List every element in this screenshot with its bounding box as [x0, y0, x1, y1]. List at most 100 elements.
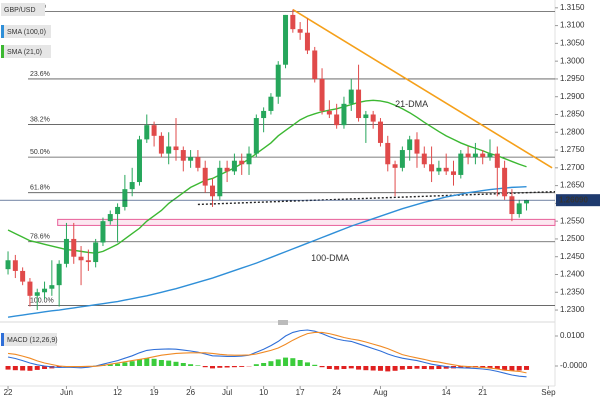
histogram-bar	[188, 364, 194, 366]
support-zone	[57, 218, 556, 226]
candle-body	[421, 153, 427, 165]
candle-body	[115, 206, 121, 215]
candle-body	[129, 182, 135, 190]
legend-label: SMA (21,0)	[7, 49, 42, 56]
candle-body	[399, 150, 405, 168]
y-tick-label: 1.2400	[560, 270, 585, 279]
fib-label: 38.2%	[30, 116, 50, 123]
histogram-bar	[195, 365, 201, 366]
panel-handle	[278, 320, 288, 325]
candle-body	[414, 139, 420, 154]
candle-body	[494, 153, 500, 168]
histogram-bar	[56, 365, 62, 368]
histogram-bar	[136, 359, 142, 366]
histogram-bar	[494, 365, 500, 369]
x-tick-label: Jun	[60, 388, 73, 397]
candle-body	[158, 135, 164, 154]
y-tick-label: 1.2750	[560, 145, 585, 154]
y-tick-label: 1.2300	[560, 305, 585, 314]
histogram-bar	[487, 365, 493, 369]
candle-body	[100, 221, 106, 243]
candle-body	[356, 89, 362, 119]
candle-body	[56, 263, 62, 286]
candle-body	[166, 146, 172, 154]
histogram-bar	[158, 359, 164, 366]
trendline	[292, 8, 553, 169]
histogram-bar	[129, 361, 135, 366]
x-tick-label: Jul	[222, 388, 232, 397]
histogram-bar	[231, 365, 237, 368]
fib-label: 61.8%	[30, 185, 50, 192]
y-tick-label: 0.0100	[560, 331, 585, 340]
histogram-bar	[356, 365, 362, 370]
y-tick-label: 1.2650	[560, 181, 585, 190]
candle-body	[12, 260, 18, 271]
candle-body	[253, 118, 259, 154]
histogram-bar	[414, 365, 420, 369]
candle-body	[443, 167, 449, 172]
candle-body	[290, 14, 296, 30]
histogram-bar	[480, 365, 486, 368]
x-tick-label: 10	[259, 388, 268, 397]
x-tick-label: Sep	[541, 388, 556, 397]
histogram-bar	[122, 362, 128, 366]
histogram-bar	[275, 359, 281, 366]
candle-body	[509, 196, 515, 215]
histogram-bar	[166, 360, 172, 366]
histogram-bar	[516, 365, 522, 371]
y-tick-label: -0.0000	[560, 361, 588, 370]
candle-body	[524, 200, 530, 204]
annotation: 21-DMA	[395, 99, 428, 109]
fib-label: 100.0%	[30, 297, 54, 304]
candle-body	[93, 242, 99, 263]
candle-body	[450, 171, 456, 175]
y-tick-label: 1.3000	[560, 56, 585, 65]
macd-title: MACD (12,26,9)	[7, 337, 58, 344]
candle-body	[78, 256, 84, 261]
candle-body	[231, 160, 237, 172]
histogram-bar	[202, 365, 208, 368]
x-tick-label: 22	[4, 388, 13, 397]
histogram-bar	[268, 361, 274, 366]
histogram-bar	[34, 365, 40, 370]
histogram-bar	[399, 365, 405, 370]
x-tick-label: 12	[113, 388, 122, 397]
histogram-bar	[334, 365, 340, 370]
histogram-bar	[377, 365, 383, 371]
moving-average	[7, 185, 527, 318]
legend-swatch	[1, 25, 4, 38]
candle-body	[407, 139, 413, 151]
y-tick-label: 1.2450	[560, 252, 585, 261]
histogram-bar	[12, 365, 18, 371]
histogram-bar	[509, 365, 515, 371]
x-tick-label: 19	[150, 388, 159, 397]
candle-body	[173, 146, 179, 151]
histogram-bar	[107, 364, 113, 366]
candle-body	[370, 114, 376, 122]
candle-body	[224, 167, 230, 172]
candle-body	[304, 32, 310, 51]
candle-body	[436, 167, 442, 172]
histogram-bar	[290, 358, 296, 366]
candle-body	[480, 153, 486, 158]
histogram-bar	[27, 365, 33, 371]
candle-body	[275, 64, 281, 97]
legend-box	[1, 333, 57, 346]
x-tick-label: 14	[442, 388, 451, 397]
histogram-bar	[319, 365, 325, 368]
histogram-bar	[341, 365, 347, 369]
candle-body	[268, 96, 274, 111]
histogram-bar	[304, 362, 310, 366]
candle-body	[180, 150, 186, 161]
candle-body	[283, 14, 289, 65]
candle-body	[246, 153, 252, 165]
candle-body	[107, 214, 113, 222]
histogram-bar	[443, 365, 449, 369]
histogram-bar	[261, 362, 267, 366]
legend-box	[1, 3, 45, 16]
candle-body	[392, 164, 398, 168]
y-tick-label: 1.3050	[560, 38, 585, 47]
symbol-label: GBP/USD	[4, 7, 36, 14]
histogram-bar	[224, 365, 230, 368]
